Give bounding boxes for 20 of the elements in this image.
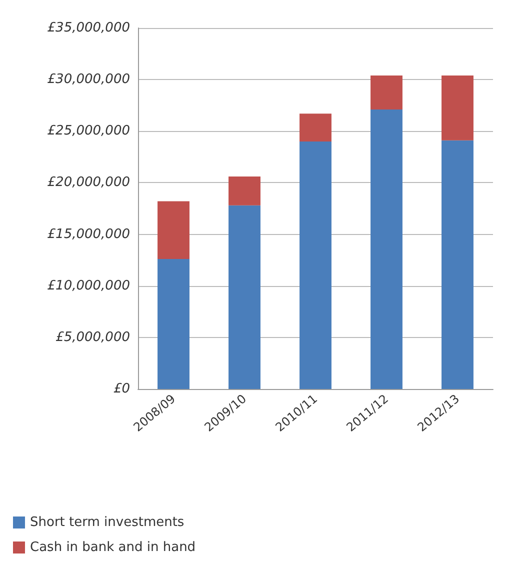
bar xyxy=(442,140,474,389)
bar xyxy=(442,75,474,140)
y-tick-label: £15,000,000 xyxy=(47,226,130,242)
bar xyxy=(228,205,260,389)
bar xyxy=(228,176,260,206)
y-tick-label: £25,000,000 xyxy=(47,124,130,139)
bar xyxy=(158,201,190,260)
legend-label: Cash in bank and in hand xyxy=(30,540,196,555)
y-tick-label: £5,000,000 xyxy=(56,330,130,345)
y-tick-label: £20,000,000 xyxy=(47,175,130,190)
bar xyxy=(370,75,402,110)
y-tick-label: £10,000,000 xyxy=(47,278,130,294)
legend-label: Short term investments xyxy=(30,515,184,530)
y-tick-label: £30,000,000 xyxy=(47,72,130,88)
bar xyxy=(370,109,402,389)
y-tick-label: £35,000,000 xyxy=(47,20,130,36)
y-tick-label: £0 xyxy=(113,382,130,396)
bar xyxy=(300,114,332,142)
bar xyxy=(300,141,332,389)
bar xyxy=(158,259,190,389)
